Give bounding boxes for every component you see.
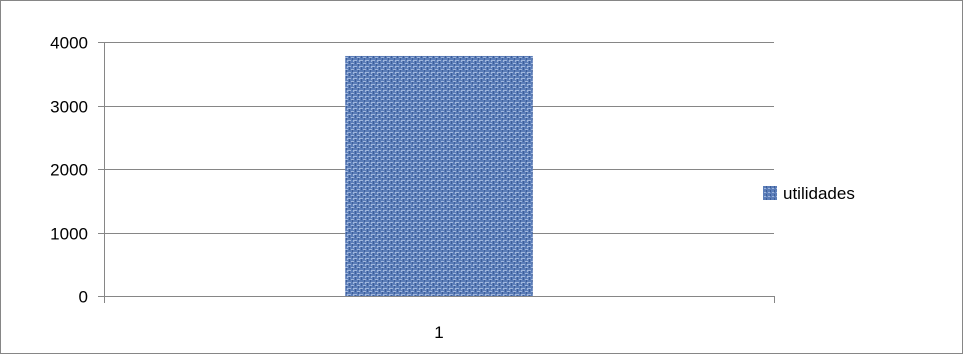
y-tick-labels: 0 1000 2000 3000 4000 [50,34,88,307]
x-tick-labels: 1 [434,323,443,342]
bars [345,55,533,296]
y-tick-label: 4000 [50,34,88,53]
x-tick-label: 1 [434,323,443,342]
y-tick-label: 3000 [50,98,88,117]
y-tick-label: 1000 [50,225,88,244]
axes [98,42,775,303]
y-tick-label: 2000 [50,161,88,180]
bar [345,55,533,296]
legend: utilidades [763,184,855,203]
legend-label: utilidades [783,184,855,203]
legend-swatch [763,186,777,200]
y-tick-label: 0 [79,288,88,307]
